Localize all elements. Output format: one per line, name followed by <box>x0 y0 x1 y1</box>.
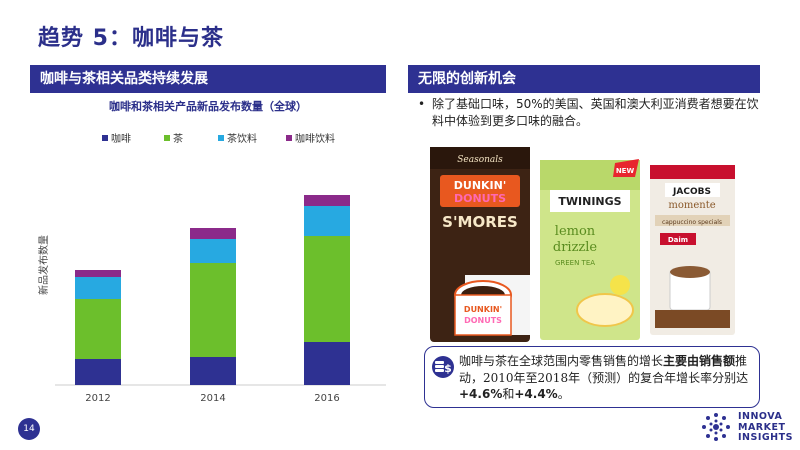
callout-text: 咖啡与茶在全球范围内零售销售的增长主要由销售额推动，2010年至2018年（预测… <box>459 353 753 403</box>
bar-2016-1 <box>304 236 350 342</box>
dunkin-top-text: Seasonals <box>457 155 503 165</box>
bullet-dot-icon: • <box>418 97 426 111</box>
jacobs-brand: JACOBS <box>672 187 711 197</box>
right-section-header: 无限的创新机会 <box>408 65 760 93</box>
innova-logo-icon <box>702 413 730 441</box>
legend-swatch-0 <box>102 135 108 141</box>
bar-2012-3 <box>75 270 121 277</box>
callout-bold-1: 主要由销售额 <box>663 354 736 368</box>
bullet-point: • 除了基础口味，50%的美国、英国和澳大利亚消费者想要在饮料中体验到更多口味的… <box>418 96 768 130</box>
twinings-brand: TWININGS <box>558 195 621 208</box>
page-number: 14 <box>18 418 40 440</box>
dunkin-flavor: S'MORES <box>442 213 518 231</box>
chart-title: 咖啡和茶相关产品新品发布数量（全球） <box>109 99 307 113</box>
bar-2012-2 <box>75 277 121 299</box>
dunkin-label-1: DUNKIN' <box>454 179 506 192</box>
callout-bold-2: +4.6% <box>459 387 503 401</box>
twinings-flavor-3: GREEN TEA <box>555 259 595 267</box>
stacked-bar-chart: 咖啡和茶相关产品新品发布数量（全球） 咖啡 茶 茶饮料 咖啡饮料 新品发布数量 201… <box>30 95 386 415</box>
logo-text: INNOVA MARKET INSIGHTS <box>738 411 793 444</box>
cup-label-1: DUNKIN' <box>464 305 502 314</box>
callout-bold-3: +4.4% <box>514 387 558 401</box>
bar-2012-0 <box>75 359 121 385</box>
x-tick-2012: 2012 <box>85 393 110 404</box>
product-images: Seasonals DUNKIN' DONUTS S'MORES DUNKIN'… <box>425 145 765 345</box>
x-tick-2016: 2016 <box>314 393 339 404</box>
callout-text-1: 咖啡与茶在全球范围内零售销售的增长 <box>459 354 664 368</box>
dunkin-product-image: Seasonals DUNKIN' DONUTS S'MORES DUNKIN'… <box>430 147 530 342</box>
slide-title: 趋势 5：咖啡与茶 <box>38 26 224 51</box>
money-stack-icon: $ <box>432 356 454 378</box>
callout-box: $ 咖啡与茶在全球范围内零售销售的增长主要由销售额推动，2010年至2018年（… <box>424 346 760 408</box>
twinings-flavor-2: drizzle <box>553 240 598 255</box>
logo-line-1: INNOVA <box>738 411 783 422</box>
bar-2016-0 <box>304 342 350 385</box>
legend-label-3: 咖啡饮料 <box>295 132 335 145</box>
legend-label-1: 茶 <box>173 132 183 145</box>
bar-2016-3 <box>304 195 350 206</box>
legend-label-2: 茶饮料 <box>227 132 257 145</box>
jacobs-line-2: cappuccino specials <box>662 219 722 226</box>
bar-2014-0 <box>190 357 236 385</box>
svg-text:$: $ <box>444 362 452 375</box>
callout-text-3: 和 <box>502 387 515 401</box>
legend-swatch-2 <box>218 135 224 141</box>
twinings-new-badge: NEW <box>616 167 635 175</box>
jacobs-product-image: JACOBS momente cappuccino specials Daim <box>650 165 735 335</box>
bar-2012-1 <box>75 299 121 359</box>
bar-2014-1 <box>190 263 236 357</box>
bullet-text: 除了基础口味，50%的美国、英国和澳大利亚消费者想要在饮料中体验到更多口味的融合… <box>432 97 759 128</box>
innova-logo: INNOVA MARKET INSIGHTS <box>700 408 793 446</box>
jacobs-line-1: momente <box>668 200 715 211</box>
chart-legend: 咖啡 茶 茶饮料 咖啡饮料 <box>102 132 335 145</box>
dunkin-label-2: DONUTS <box>454 192 506 205</box>
bar-2014-3 <box>190 228 236 239</box>
bars-group <box>75 195 350 385</box>
legend-swatch-1 <box>164 135 170 141</box>
cup-label-2: DONUTS <box>464 316 502 325</box>
bar-2014-2 <box>190 239 236 263</box>
chart-canvas: 咖啡和茶相关产品新品发布数量（全球） 咖啡 茶 茶饮料 咖啡饮料 新品发布数量 201… <box>37 99 386 404</box>
legend-swatch-3 <box>286 135 292 141</box>
twinings-product-image: TWININGS NEW lemon drizzle GREEN TEA <box>540 159 640 340</box>
bar-2016-2 <box>304 206 350 236</box>
left-section-header: 咖啡与茶相关品类持续发展 <box>30 65 386 93</box>
logo-line-3: INSIGHTS <box>738 432 793 443</box>
y-axis-label: 新品发布数量 <box>37 235 50 295</box>
callout-text-4: 。 <box>557 387 570 401</box>
legend-label-0: 咖啡 <box>111 133 131 145</box>
callout-text-2: 推动，2010年至2018年（预测）的复合年增长率分别达 <box>459 354 749 385</box>
twinings-flavor-1: lemon <box>555 224 596 239</box>
jacobs-sub: Daim <box>668 236 688 244</box>
product-illustration: Seasonals DUNKIN' DONUTS S'MORES DUNKIN'… <box>430 147 735 342</box>
x-tick-2014: 2014 <box>200 393 225 404</box>
x-tick-labels: 2012 2014 2016 <box>85 393 339 404</box>
logo-line-2: MARKET <box>738 421 786 433</box>
